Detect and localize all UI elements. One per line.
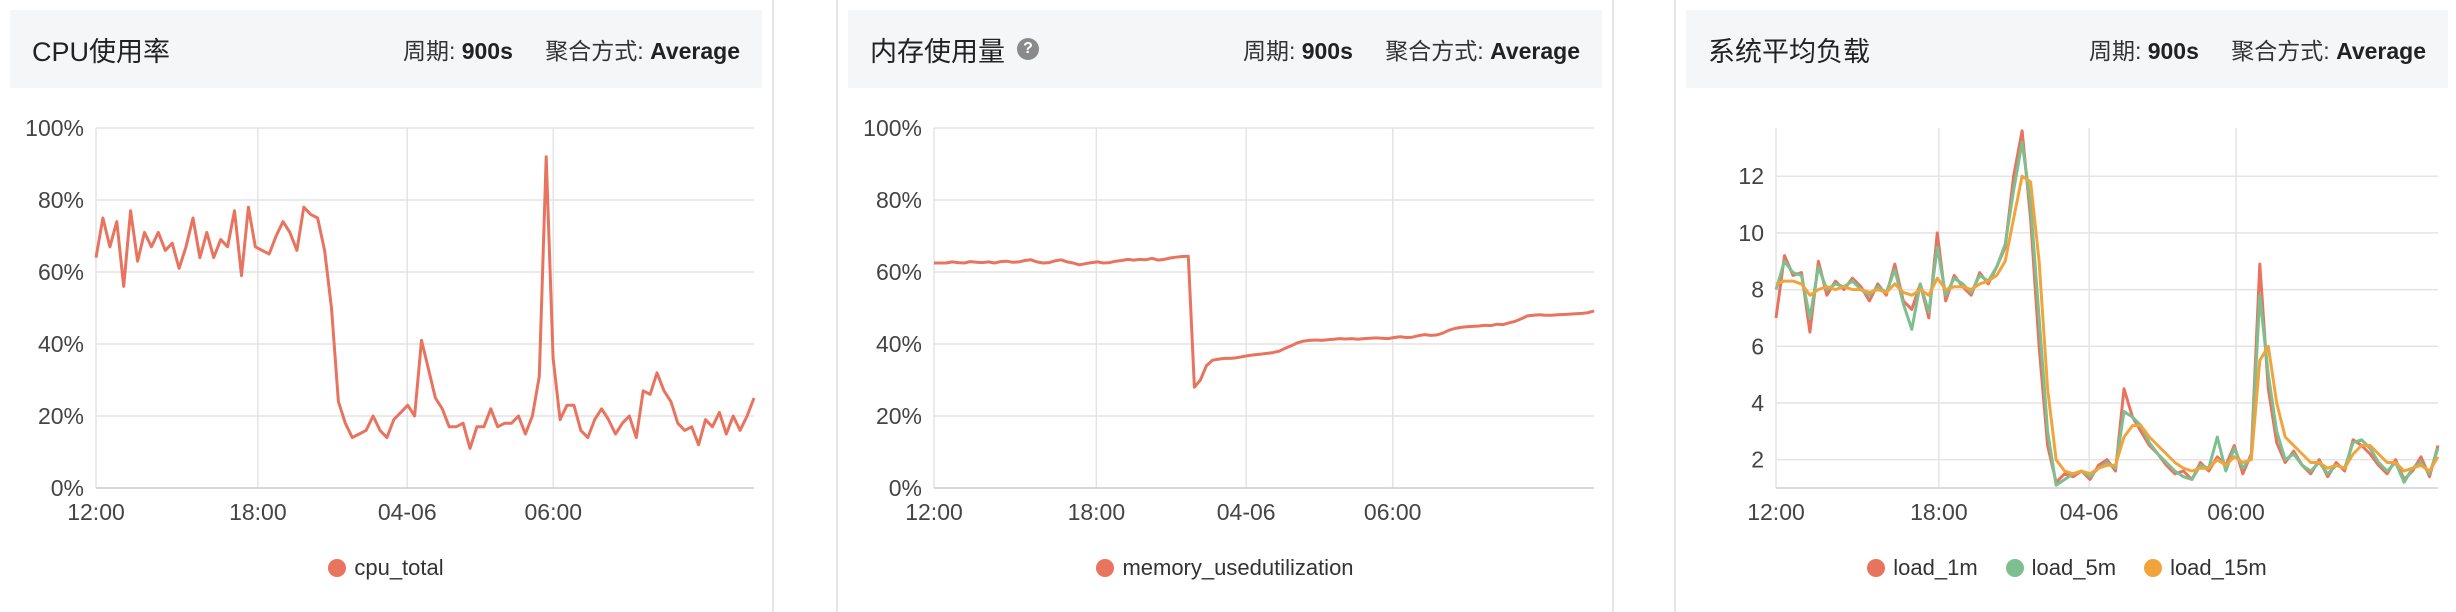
y-tick-label: 20% [876,403,922,429]
panel-header: CPU使用率 周期: 900s 聚合方式: Average [10,10,762,88]
panel-header: 系统平均负载 周期: 900s 聚合方式: Average [1686,10,2448,88]
plot-area: 0% 20% 40% 60% 80% 100% 12:00 18:00 04-06 06:00 [863,115,1595,525]
legend-dot-icon [2144,559,2163,577]
legend-label: memory_usedutilization [1122,555,1354,580]
y-tick-label: 12 [1738,163,1764,189]
panel-header: 内存使用量 ? 周期: 900s 聚合方式: Average [848,10,1602,88]
legend-item-cpu-total[interactable]: cpu_total [328,555,444,581]
y-tick-label: 10 [1738,220,1764,246]
legend-item-load-5m[interactable]: load_5m [2005,555,2117,581]
x-tick-label: 12:00 [67,499,125,525]
period-value: 900s [1301,38,1353,64]
y-tick-label: 80% [876,187,922,213]
period-value: 900s [2147,38,2199,64]
y-tick-label: 0% [889,475,922,501]
y-tick-label: 0% [51,475,84,501]
x-tick-label: 04-06 [378,499,437,525]
legend-item-load-15m[interactable]: load_15m [2144,555,2267,581]
series-line-load_1m [1774,129,2440,484]
legend-label: load_5m [2031,555,2117,580]
y-tick-label: 40% [876,331,922,357]
panel-meta: 周期: 900s 聚合方式: Average [2089,32,2426,66]
period-label: 周期: [2088,38,2142,64]
y-tick-label: 6 [1751,333,1764,359]
x-tick-label: 12:00 [905,499,963,525]
y-tick-label: 2 [1751,447,1764,473]
x-tick-label: 06:00 [1364,499,1422,525]
x-tick-label: 18:00 [1068,499,1126,525]
legend-label: load_15m [2170,555,2267,580]
legend-item-load-1m[interactable]: load_1m [1867,555,1978,581]
aggregation-value: Average [2336,38,2426,64]
panel-meta: 周期: 900s 聚合方式: Average [1243,32,1580,66]
x-tick-label: 06:00 [525,499,583,525]
cpu-panel: CPU使用率 周期: 900s 聚合方式: Average 0% 20% 40% 60… [0,0,774,612]
x-tick-label: 18:00 [1910,499,1968,525]
aggregation-value: Average [1490,38,1580,64]
x-tick-label: 18:00 [229,499,287,525]
legend-item-memory[interactable]: memory_usedutilization [1096,555,1354,581]
legend-dot-icon [328,559,347,577]
panel-meta: 周期: 900s 聚合方式: Average [403,32,740,66]
aggregation-label: 聚合方式: [545,38,644,64]
series-line-cpu_total [94,155,756,450]
cpu-chart[interactable]: 0% 20% 40% 60% 80% 100% 12:00 18:00 04-06 06:00 [0,0,772,612]
series-line-load_5m [1774,140,2440,487]
period-label: 周期: [402,38,456,64]
aggregation-value: Average [650,38,740,64]
memory-chart[interactable]: 0% 20% 40% 60% 80% 100% 12:00 18:00 04-06 06:00 [838,0,1612,612]
period-label: 周期: [1242,38,1296,64]
help-circle-icon[interactable]: ? [1017,38,1039,60]
x-tick-label: 06:00 [2207,499,2265,525]
panel-title: 系统平均负载 [1708,36,1870,67]
legend-dot-icon [2005,559,2024,577]
panel-title: CPU使用率 [32,36,171,67]
chart-legend: cpu_total [0,555,772,581]
y-tick-label: 8 [1751,277,1764,303]
memory-panel: 内存使用量 ? 周期: 900s 聚合方式: Average 0% 20% 40% 6… [836,0,1614,612]
aggregation-label: 聚合方式: [1385,38,1484,64]
period-value: 900s [461,38,513,64]
y-tick-label: 100% [25,115,84,141]
chart-legend: memory_usedutilization [838,555,1612,581]
x-tick-label: 12:00 [1747,499,1805,525]
legend-label: cpu_total [354,555,444,580]
x-tick-label: 04-06 [2060,499,2119,525]
series-line-load_15m [1775,174,2440,476]
legend-dot-icon [1096,559,1115,577]
y-tick-label: 40% [38,331,84,357]
y-tick-label: 60% [38,259,84,285]
plot-area: 2 4 6 8 10 12 12:00 18:00 04-06 06:00 [1738,128,2440,525]
chart-legend: load_1m load_5m load_15m [1676,555,2456,581]
load-panel: 系统平均负载 周期: 900s 聚合方式: Average 2 4 6 8 10 12 12… [1674,0,2456,612]
y-tick-label: 80% [38,187,84,213]
aggregation-label: 聚合方式: [2231,38,2330,64]
y-tick-label: 100% [863,115,922,141]
load-chart[interactable]: 2 4 6 8 10 12 12:00 18:00 04-06 06:00 [1676,0,2456,612]
panel-title: 内存使用量 [870,36,1005,67]
legend-dot-icon [1867,559,1886,577]
legend-label: load_1m [1893,555,1978,580]
plot-area: 0% 20% 40% 60% 80% 100% 12:00 18:00 04-06 06:00 [25,115,756,525]
y-tick-label: 20% [38,403,84,429]
y-tick-label: 60% [876,259,922,285]
series-line-memory_usedutilization [934,254,1595,389]
x-tick-label: 04-06 [1217,499,1276,525]
y-tick-label: 4 [1751,390,1764,416]
